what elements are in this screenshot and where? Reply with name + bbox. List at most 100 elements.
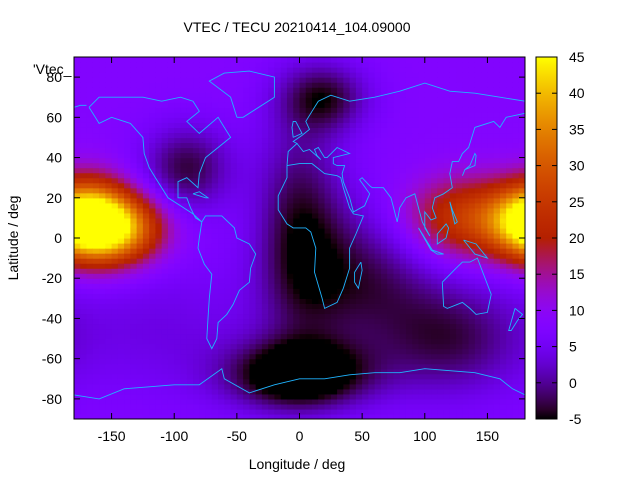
heatmap-cell bbox=[218, 278, 225, 284]
heatmap-cell bbox=[174, 268, 182, 274]
heatmap-cell bbox=[424, 72, 432, 78]
heatmap-cell bbox=[205, 97, 213, 103]
heatmap-cell bbox=[174, 227, 182, 234]
heatmap-cell bbox=[92, 368, 100, 375]
heatmap-cell bbox=[105, 353, 113, 360]
heatmap-cell bbox=[393, 197, 401, 204]
heatmap-cell bbox=[274, 172, 282, 179]
heatmap-cell bbox=[418, 152, 426, 159]
heatmap-cell bbox=[111, 373, 119, 380]
heatmap-cell bbox=[456, 132, 463, 139]
heatmap-cell bbox=[236, 253, 244, 259]
heatmap-cell bbox=[174, 172, 182, 179]
heatmap-cell bbox=[149, 152, 157, 159]
heatmap-cell bbox=[305, 288, 313, 294]
heatmap-cell bbox=[468, 182, 476, 189]
heatmap-cell bbox=[374, 343, 382, 350]
heatmap-cell bbox=[74, 303, 81, 309]
heatmap-cell bbox=[155, 348, 163, 355]
heatmap-cell bbox=[368, 82, 376, 88]
heatmap-cell bbox=[280, 122, 288, 128]
heatmap-cell bbox=[449, 253, 457, 259]
heatmap-cell bbox=[224, 283, 232, 289]
heatmap-cell bbox=[86, 117, 94, 123]
heatmap-cell bbox=[117, 278, 125, 284]
heatmap-cell bbox=[167, 227, 175, 234]
heatmap-cell bbox=[343, 388, 351, 395]
heatmap-cell bbox=[349, 122, 357, 128]
heatmap-cell bbox=[92, 172, 100, 179]
heatmap-cell bbox=[418, 383, 426, 390]
heatmap-cell bbox=[474, 288, 482, 294]
heatmap-cell bbox=[86, 127, 94, 134]
heatmap-cell bbox=[136, 97, 144, 103]
heatmap-cell bbox=[487, 328, 495, 335]
heatmap-cell bbox=[174, 232, 182, 239]
heatmap-cell bbox=[174, 207, 182, 214]
heatmap-cell bbox=[80, 72, 88, 78]
heatmap-cell bbox=[380, 313, 388, 320]
heatmap-cell bbox=[186, 197, 194, 204]
heatmap-cell bbox=[124, 408, 131, 415]
heatmap-cell bbox=[355, 388, 363, 395]
heatmap-cell bbox=[211, 197, 219, 204]
heatmap-cell bbox=[80, 172, 88, 179]
heatmap-cell bbox=[481, 217, 489, 224]
heatmap-cell bbox=[261, 202, 269, 209]
heatmap-cell bbox=[286, 293, 294, 299]
heatmap-cell bbox=[424, 217, 432, 224]
heatmap-cell bbox=[481, 248, 489, 254]
heatmap-cell bbox=[443, 403, 451, 410]
heatmap-cell bbox=[86, 202, 94, 209]
heatmap-cell bbox=[456, 97, 463, 103]
heatmap-cell bbox=[405, 408, 413, 415]
heatmap-cell bbox=[330, 393, 338, 400]
heatmap-cell bbox=[437, 333, 445, 340]
heatmap-cell bbox=[393, 298, 401, 304]
heatmap-cell bbox=[211, 343, 219, 350]
heatmap-cell bbox=[243, 398, 250, 405]
heatmap-cell bbox=[399, 232, 407, 239]
heatmap-cell bbox=[180, 408, 188, 415]
heatmap-cell bbox=[186, 358, 194, 365]
heatmap-cell bbox=[111, 137, 119, 144]
heatmap-cell bbox=[86, 278, 94, 284]
heatmap-cell bbox=[330, 348, 338, 355]
heatmap-cell bbox=[305, 303, 313, 309]
heatmap-cell bbox=[199, 383, 207, 390]
heatmap-cell bbox=[155, 97, 163, 103]
heatmap-cell bbox=[330, 67, 338, 73]
heatmap-cell bbox=[142, 102, 150, 108]
heatmap-cell bbox=[80, 268, 88, 274]
heatmap-cell bbox=[456, 147, 463, 154]
heatmap-cell bbox=[193, 388, 200, 395]
heatmap-cell bbox=[443, 102, 451, 108]
heatmap-cell bbox=[293, 132, 301, 139]
heatmap-cell bbox=[493, 268, 501, 274]
heatmap-cell bbox=[399, 363, 407, 370]
heatmap-cell bbox=[286, 167, 294, 174]
heatmap-cell bbox=[293, 288, 301, 294]
heatmap-cell bbox=[167, 182, 175, 189]
heatmap-cell bbox=[355, 288, 363, 294]
heatmap-cell bbox=[243, 157, 250, 164]
heatmap-cell bbox=[474, 328, 482, 335]
heatmap-cell bbox=[249, 77, 257, 83]
heatmap-cell bbox=[393, 343, 401, 350]
heatmap-cell bbox=[236, 182, 244, 189]
heatmap-cell bbox=[487, 323, 495, 330]
heatmap-cell bbox=[161, 308, 169, 315]
heatmap-cell bbox=[443, 388, 451, 395]
heatmap-cell bbox=[230, 57, 238, 63]
heatmap-cell bbox=[312, 373, 319, 380]
heatmap-cell bbox=[330, 243, 338, 249]
heatmap-cell bbox=[268, 308, 276, 315]
heatmap-cell bbox=[337, 253, 344, 259]
heatmap-cell bbox=[99, 263, 106, 269]
heatmap-cell bbox=[293, 57, 301, 63]
heatmap-cell bbox=[111, 157, 119, 164]
heatmap-cell bbox=[80, 112, 88, 118]
heatmap-cell bbox=[468, 263, 476, 269]
heatmap-cell bbox=[374, 197, 382, 204]
heatmap-cell bbox=[274, 303, 282, 309]
